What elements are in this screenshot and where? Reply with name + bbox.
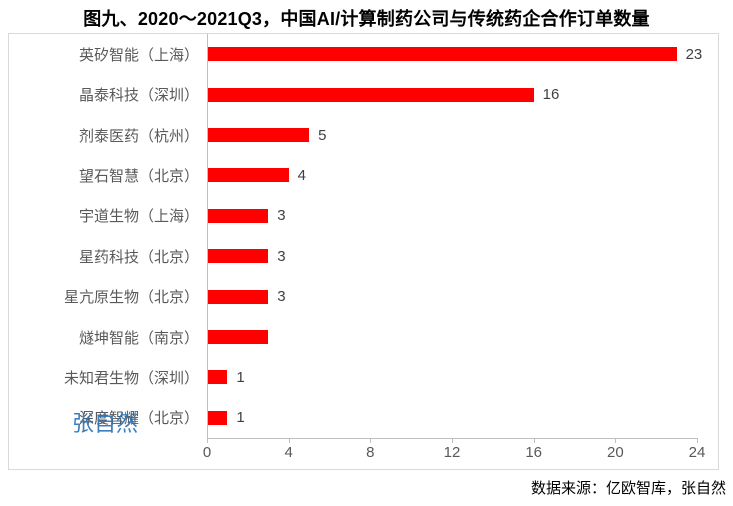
y-axis-line: [207, 34, 208, 443]
axis-tick: [207, 439, 208, 443]
axis-tick-label: 0: [202, 444, 212, 461]
category-label: 星药科技（北京）: [78, 248, 199, 266]
chart-title: 图九、2020～2021Q3，中国AI/计算制药公司与传统药企合作订单数量: [83, 9, 650, 29]
value-label: 23: [685, 45, 703, 63]
value-label: 5: [318, 126, 327, 144]
bar-track: 1: [207, 398, 718, 438]
bar-track: 5: [207, 115, 718, 155]
bar-track: 4: [207, 155, 718, 195]
category-row: 宇道生物（上海） 3: [9, 196, 718, 236]
bar: [207, 370, 228, 385]
bar-track: 3: [207, 236, 718, 276]
category-label: 未知君生物（深圳）: [63, 369, 199, 387]
category-label: 宇道生物（上海）: [78, 208, 199, 226]
bar: [207, 128, 310, 143]
chart-frame: 英矽智能（上海） 23 晶泰科技（深圳） 16 剂泰医药（杭州） 5 望石智慧（北京） 4 宇道…: [8, 33, 719, 470]
bar: [207, 47, 677, 62]
bar-track: 23: [207, 34, 718, 74]
category-label: 深度智耀（北京）: [78, 410, 199, 428]
value-label: 1: [236, 409, 245, 427]
category-row: 星亢原生物（北京） 3: [9, 276, 718, 316]
category-label: 望石智慧（北京）: [78, 167, 199, 185]
category-row: 晶泰科技（深圳） 16: [9, 74, 718, 114]
axis-tick-label: 24: [688, 444, 706, 461]
bar: [207, 330, 269, 345]
category-label: 燧坤智能（南京）: [78, 329, 199, 347]
value-label: 16: [542, 86, 560, 104]
bar-track: 3: [207, 276, 718, 316]
axis-tick: [697, 439, 698, 443]
category-label: 英矽智能（上海）: [78, 46, 199, 64]
bar: [207, 410, 228, 425]
category-label: 剂泰医药（杭州）: [78, 127, 199, 145]
axis-tick-label: 12: [443, 444, 461, 461]
axis-tick: [452, 439, 453, 443]
bar: [207, 87, 534, 102]
axis-tick-label: 20: [606, 444, 624, 461]
category-row: 星药科技（北京） 3: [9, 236, 718, 276]
x-axis-line: [207, 438, 698, 439]
axis-tick-label: 4: [284, 444, 293, 461]
bar-track: 16: [207, 74, 718, 114]
bar: [207, 289, 269, 304]
value-label: 3: [277, 207, 286, 225]
axis-tick-label: 16: [525, 444, 542, 461]
bar-rows: 英矽智能（上海） 23 晶泰科技（深圳） 16 剂泰医药（杭州） 5 望石智慧（北京） 4 宇道…: [9, 34, 718, 438]
axis-tick: [533, 439, 535, 443]
category-row: 英矽智能（上海） 23: [9, 34, 718, 74]
axis-tick: [615, 439, 617, 443]
bar: [207, 208, 269, 223]
category-row: 望石智慧（北京） 4: [9, 155, 718, 195]
category-label: 晶泰科技（深圳）: [78, 87, 199, 105]
category-row: 深度智耀（北京） 1: [9, 398, 718, 438]
category-row: 剂泰医药（杭州） 5: [9, 115, 718, 155]
value-label: 1: [236, 368, 245, 386]
axis-tick: [370, 439, 372, 443]
watermark-text: 张自然: [72, 411, 139, 436]
value-label: 3: [277, 247, 286, 265]
bar: [207, 168, 289, 183]
data-source-note: 数据来源：亿欧智库，张自然: [530, 480, 726, 497]
bar-track: 1: [207, 357, 718, 397]
value-label: 4: [297, 166, 306, 184]
category-label: 星亢原生物（北京）: [63, 289, 199, 307]
value-label: 3: [277, 288, 286, 306]
bar-track: [207, 317, 718, 357]
bar-track: 3: [207, 196, 718, 236]
bar: [207, 249, 269, 264]
category-row: 燧坤智能（南京）: [9, 317, 718, 357]
axis-tick-label: 8: [366, 444, 375, 461]
axis-tick: [288, 439, 290, 443]
category-row: 未知君生物（深圳） 1: [9, 357, 718, 397]
